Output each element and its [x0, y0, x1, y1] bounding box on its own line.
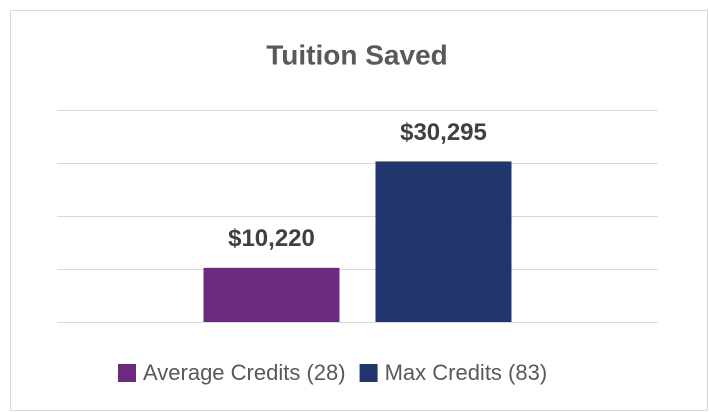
legend-swatch: [359, 364, 378, 382]
bar: [203, 267, 340, 322]
bar: [375, 161, 512, 322]
data-label: $10,220: [228, 225, 315, 252]
chart-title: Tuition Saved: [266, 39, 448, 70]
data-label: $30,295: [400, 119, 487, 146]
legend-label: Average Credits (28): [143, 360, 346, 385]
legend-label: Max Credits (83): [385, 360, 548, 385]
legend-swatch: [118, 364, 136, 382]
chart-border: [10, 10, 708, 411]
